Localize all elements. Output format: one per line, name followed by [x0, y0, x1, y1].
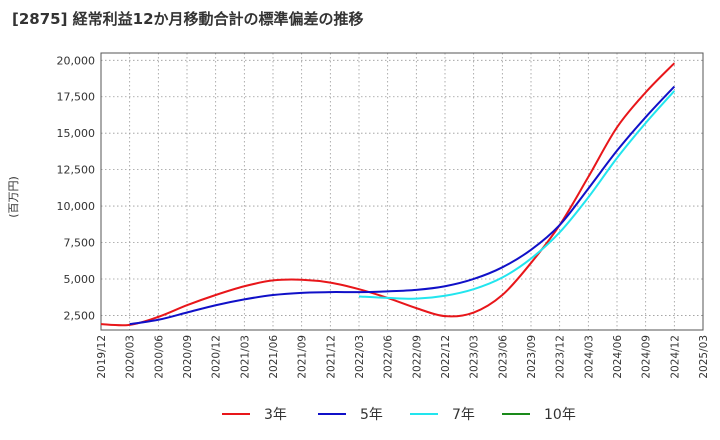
x-tick-label: 2023/03: [469, 335, 481, 379]
x-tick-label: 2019/12: [96, 335, 108, 379]
y-tick-label: 7,500: [64, 237, 96, 250]
plot-area-background: [101, 53, 703, 330]
y-axis-label: (百万円): [7, 176, 20, 218]
chart-title: [2875] 経常利益12か月移動合計の標準偏差の推移: [12, 10, 364, 28]
x-tick-label: 2024/06: [612, 335, 624, 379]
x-tick-label: 2024/03: [583, 335, 595, 379]
x-tick-label: 2022/06: [383, 335, 395, 379]
y-tick-label: 12,500: [57, 164, 96, 177]
x-tick-label: 2020/03: [125, 335, 137, 379]
x-tick-label: 2024/12: [669, 335, 681, 379]
x-tick-label: 2023/12: [555, 335, 567, 379]
y-tick-label: 17,500: [57, 91, 96, 104]
x-tick-label: 2022/09: [411, 335, 423, 379]
x-tick-label: 2021/03: [239, 335, 251, 379]
y-tick-label: 10,000: [57, 200, 96, 213]
plot-area-border: [100, 52, 704, 331]
x-tick-label: 2024/09: [641, 335, 653, 379]
x-axis-ticks: 2019/12 2020/03 2020/06 2020/09 2020/12 2021/…: [96, 335, 710, 379]
series-line-7年: [358, 90, 676, 300]
series-lines: [100, 62, 676, 327]
x-tick-label: 2025/03: [698, 335, 710, 379]
x-tick-label: 2023/06: [497, 335, 509, 379]
y-axis-ticks: 2,500 5,000 7,500 10,000 12,500 15,000 17,500 2…: [57, 54, 96, 322]
legend-label-3年: 3年: [264, 407, 287, 423]
x-tick-label: 2023/09: [526, 335, 538, 379]
legend-label-7年: 7年: [452, 407, 475, 423]
x-tick-label: 2022/03: [354, 335, 366, 379]
x-tick-label: 2022/12: [440, 335, 452, 379]
x-tick-label: 2020/09: [182, 335, 194, 379]
y-tick-label: 5,000: [64, 273, 96, 286]
y-tick-label: 2,500: [64, 309, 96, 322]
y-tick-label: 20,000: [57, 54, 96, 67]
legend: 3年 5年 7年 10年: [222, 407, 576, 423]
x-tick-label: 2021/09: [297, 335, 309, 379]
legend-label-10年: 10年: [544, 407, 576, 423]
x-tick-label: 2020/06: [153, 335, 165, 379]
legend-label-5年: 5年: [360, 407, 383, 423]
y-tick-label: 15,000: [57, 127, 96, 140]
x-tick-label: 2021/12: [325, 335, 337, 379]
grid: [101, 53, 703, 330]
x-tick-label: 2021/06: [268, 335, 280, 379]
series-line-5年: [129, 85, 676, 326]
x-tick-label: 2020/12: [211, 335, 223, 379]
